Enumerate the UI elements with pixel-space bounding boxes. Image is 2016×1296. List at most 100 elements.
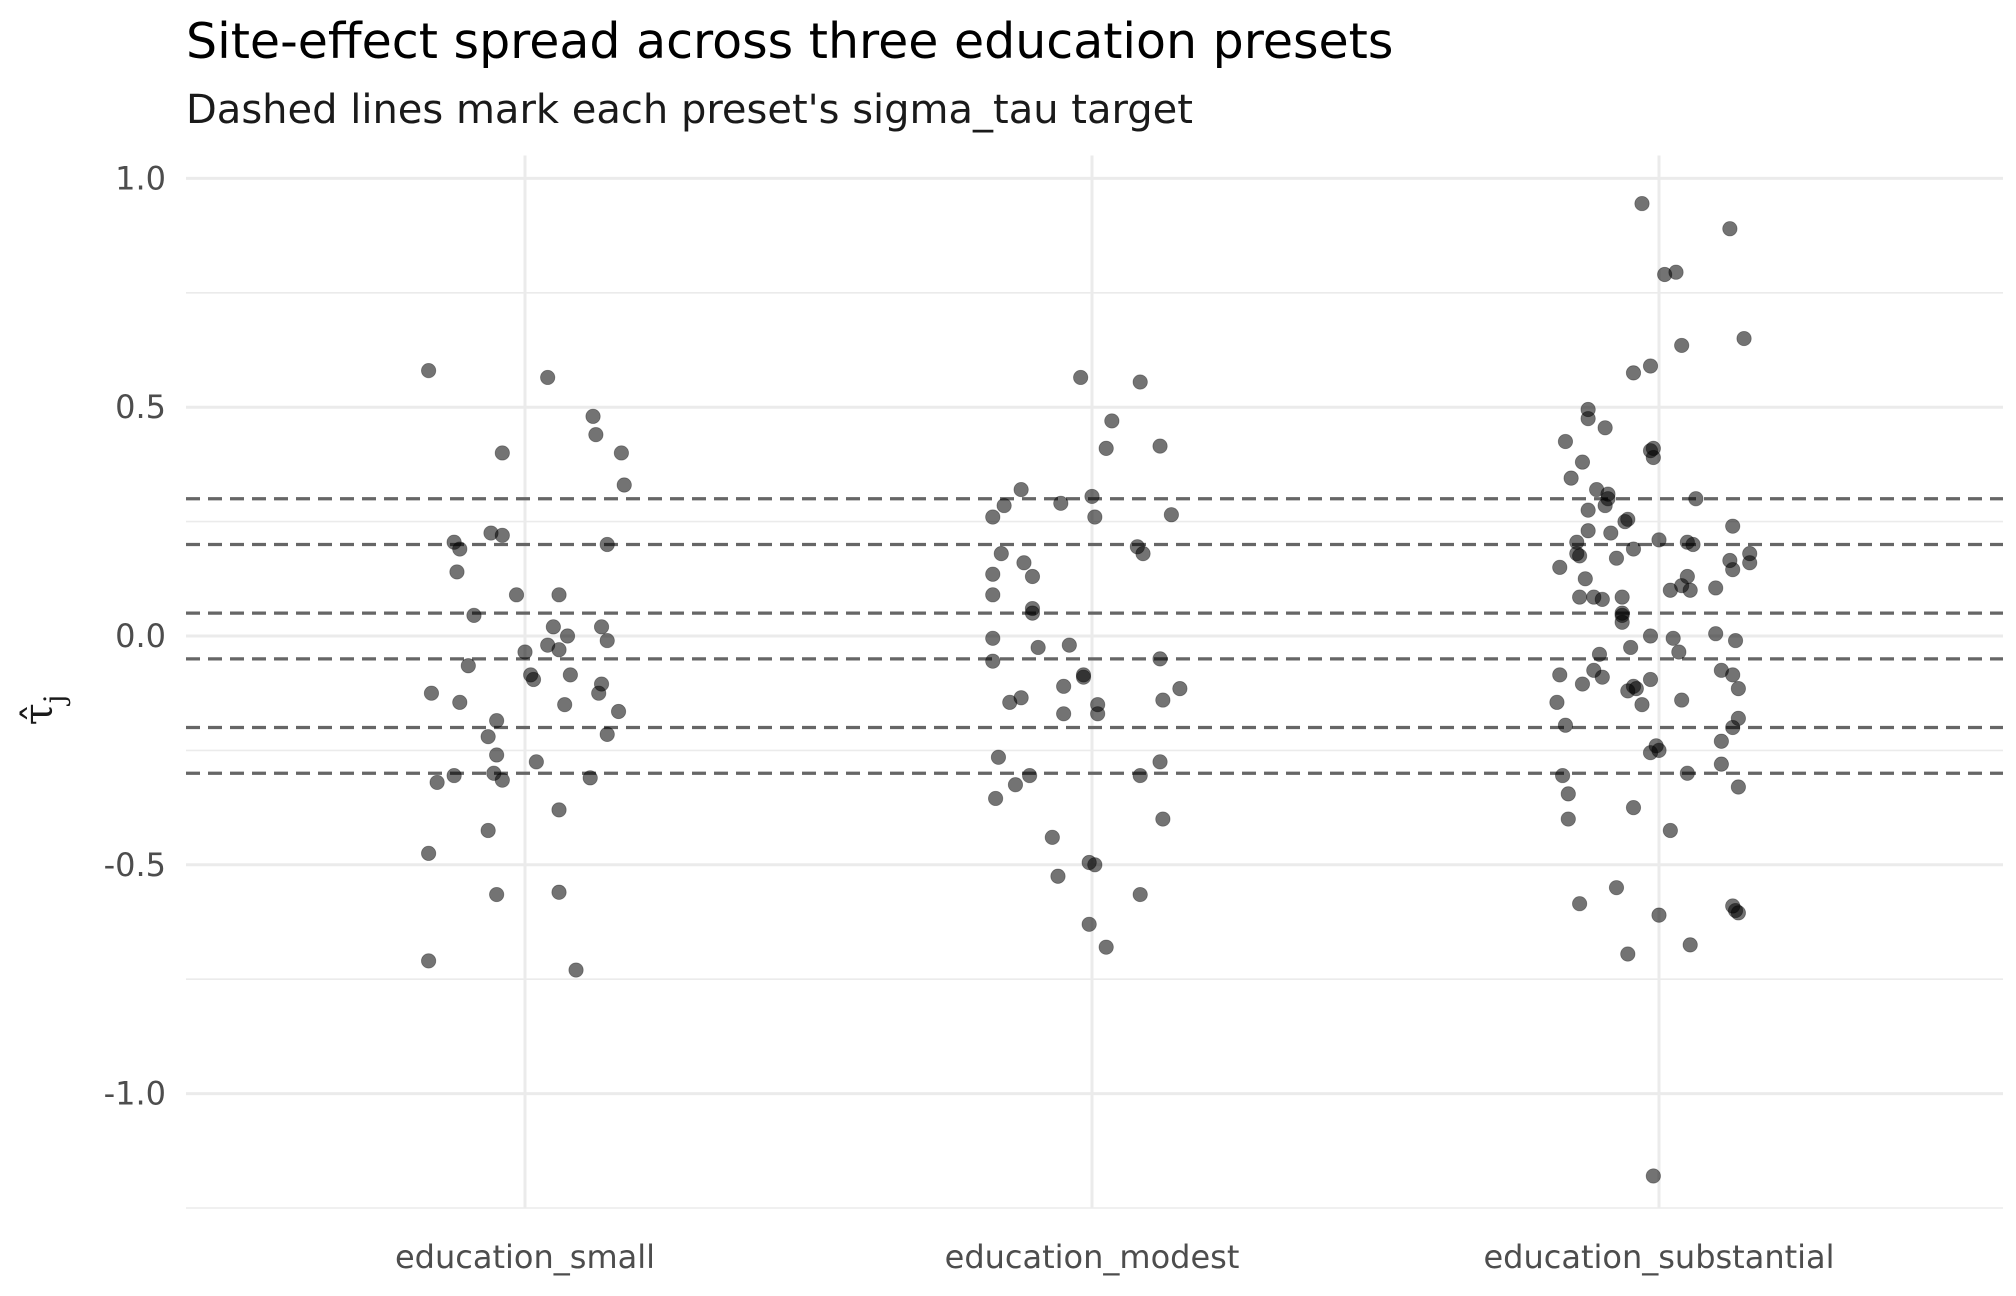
data-point xyxy=(1007,777,1024,793)
data-point xyxy=(568,962,584,978)
data-point xyxy=(452,541,468,557)
data-point xyxy=(1560,786,1576,802)
data-point xyxy=(1713,756,1729,772)
data-point xyxy=(985,587,1001,603)
data-point xyxy=(1013,481,1029,498)
x-tick-labels: education_small education_modest education… xyxy=(395,1238,1835,1276)
data-point xyxy=(1725,667,1741,683)
data-point xyxy=(551,587,567,603)
data-points xyxy=(421,195,1758,1184)
data-point xyxy=(1024,605,1041,621)
y-tick-label: 0.5 xyxy=(115,388,166,426)
data-point xyxy=(1024,568,1041,585)
data-point xyxy=(1056,706,1072,722)
data-point xyxy=(494,445,510,461)
data-point xyxy=(1002,694,1018,710)
data-point xyxy=(1594,591,1610,607)
data-point xyxy=(993,546,1009,562)
data-point xyxy=(1708,626,1724,642)
data-point xyxy=(1050,868,1066,884)
data-point xyxy=(559,628,576,644)
data-point xyxy=(1555,767,1571,784)
data-point xyxy=(449,564,465,580)
data-point xyxy=(1725,518,1741,534)
data-point xyxy=(610,703,627,720)
data-point xyxy=(1098,440,1114,456)
data-point xyxy=(1552,667,1568,683)
data-point xyxy=(1563,470,1579,486)
data-point xyxy=(1617,513,1633,530)
data-point xyxy=(1132,886,1148,903)
chart-subtitle: Dashed lines mark each preset's sigma_ta… xyxy=(186,87,1193,133)
data-point xyxy=(1722,221,1738,237)
data-point xyxy=(1056,678,1072,694)
data-point xyxy=(540,369,556,386)
data-point xyxy=(1075,669,1092,685)
data-point xyxy=(1713,733,1729,749)
data-point xyxy=(1557,717,1574,733)
data-point xyxy=(528,754,544,770)
data-point xyxy=(1682,937,1698,953)
data-point xyxy=(421,845,437,861)
data-point xyxy=(1155,692,1171,708)
data-point xyxy=(1620,946,1636,962)
data-point xyxy=(1620,683,1636,699)
data-point xyxy=(1087,509,1103,525)
data-point xyxy=(1730,779,1746,795)
data-point xyxy=(1730,710,1746,726)
y-tick-label: -0.5 xyxy=(104,846,166,884)
data-point xyxy=(593,619,610,635)
data-point xyxy=(1614,589,1630,605)
data-point xyxy=(446,767,462,784)
data-point xyxy=(1634,697,1650,713)
data-point xyxy=(985,509,1001,525)
data-point xyxy=(1591,646,1608,662)
data-point xyxy=(1668,264,1684,280)
data-point xyxy=(1625,541,1642,557)
data-point xyxy=(480,822,496,839)
data-point xyxy=(1623,639,1639,656)
data-point xyxy=(1642,745,1659,761)
data-point xyxy=(494,772,510,788)
data-point xyxy=(1645,1168,1661,1184)
data-point xyxy=(985,630,1001,646)
data-point xyxy=(1572,896,1588,912)
data-point xyxy=(1625,799,1642,816)
data-point xyxy=(613,445,629,461)
data-point xyxy=(985,653,1001,669)
svg-text:τ̂j: τ̂j xyxy=(16,695,71,726)
data-point xyxy=(1742,555,1758,571)
data-point xyxy=(421,953,437,969)
data-point xyxy=(588,427,604,443)
y-tick-labels: 1.0 0.5 0.0 -0.5 -1.0 xyxy=(104,159,166,1112)
data-point xyxy=(591,685,607,701)
data-point xyxy=(585,408,601,424)
data-point xyxy=(1081,916,1097,932)
data-point xyxy=(489,747,505,763)
data-point xyxy=(1572,589,1588,605)
data-point xyxy=(1727,632,1744,649)
data-point xyxy=(517,644,533,660)
y-axis-label-subscript: j xyxy=(38,695,71,707)
data-point xyxy=(1152,651,1168,667)
data-point xyxy=(1642,671,1659,688)
data-point xyxy=(1651,907,1667,923)
data-point xyxy=(1625,365,1642,381)
data-point xyxy=(1679,765,1695,781)
data-point xyxy=(1642,358,1659,374)
data-point xyxy=(599,632,615,649)
x-tick-label: education_modest xyxy=(945,1238,1240,1276)
data-point xyxy=(599,726,615,742)
data-point xyxy=(582,770,598,786)
data-point xyxy=(1665,630,1681,646)
data-point xyxy=(1560,811,1576,827)
data-point xyxy=(1022,767,1038,784)
x-tick-label: education_substantial xyxy=(1483,1238,1834,1276)
data-point xyxy=(1155,811,1171,827)
data-point xyxy=(1090,706,1106,722)
data-point xyxy=(1662,822,1678,839)
grid-minor xyxy=(186,291,2003,1209)
data-point xyxy=(1603,525,1619,541)
data-point xyxy=(1688,491,1704,507)
